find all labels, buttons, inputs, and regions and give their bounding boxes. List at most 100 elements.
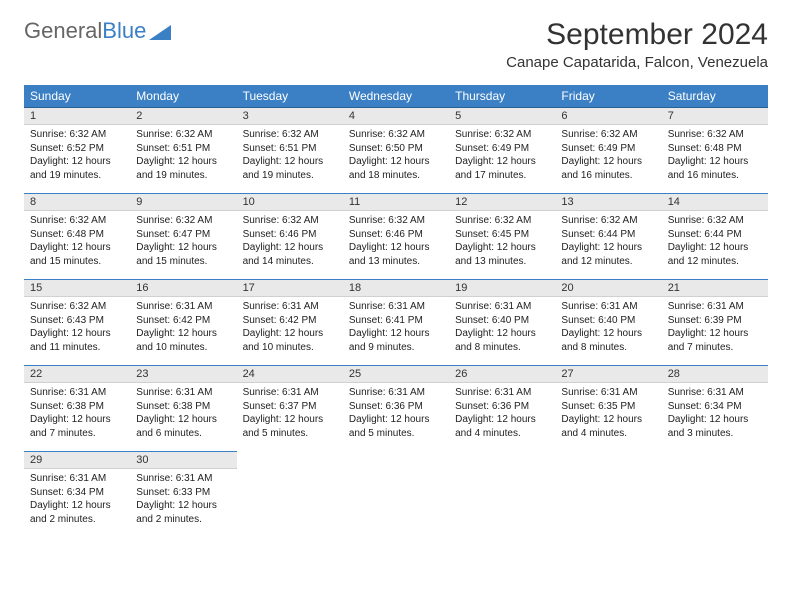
day-detail-line: Daylight: 12 hours: [668, 327, 762, 341]
day-detail-line: Sunrise: 6:32 AM: [136, 128, 230, 142]
day-detail: Sunrise: 6:32 AMSunset: 6:48 PMDaylight:…: [24, 211, 130, 272]
day-detail-line: and 19 minutes.: [30, 169, 124, 183]
day-detail-line: Sunrise: 6:32 AM: [349, 214, 443, 228]
day-detail-line: Sunset: 6:50 PM: [349, 142, 443, 156]
calendar-day-cell: 16Sunrise: 6:31 AMSunset: 6:42 PMDayligh…: [130, 280, 236, 366]
day-number: 27: [555, 366, 661, 383]
calendar-day-cell: 3Sunrise: 6:32 AMSunset: 6:51 PMDaylight…: [237, 108, 343, 194]
day-detail-line: and 4 minutes.: [561, 427, 655, 441]
day-detail-line: and 19 minutes.: [243, 169, 337, 183]
calendar-day-cell: [449, 452, 555, 538]
day-detail-line: and 12 minutes.: [668, 255, 762, 269]
day-detail: Sunrise: 6:31 AMSunset: 6:36 PMDaylight:…: [343, 383, 449, 444]
day-detail-line: Sunset: 6:46 PM: [243, 228, 337, 242]
day-detail-line: Sunset: 6:48 PM: [668, 142, 762, 156]
calendar-day-cell: 9Sunrise: 6:32 AMSunset: 6:47 PMDaylight…: [130, 194, 236, 280]
day-detail: Sunrise: 6:31 AMSunset: 6:33 PMDaylight:…: [130, 469, 236, 530]
day-number: 7: [662, 108, 768, 125]
day-detail-line: Daylight: 12 hours: [668, 241, 762, 255]
day-detail-line: Sunrise: 6:32 AM: [668, 214, 762, 228]
day-detail-line: Daylight: 12 hours: [561, 155, 655, 169]
day-detail-line: Sunset: 6:42 PM: [243, 314, 337, 328]
day-detail: Sunrise: 6:32 AMSunset: 6:44 PMDaylight:…: [662, 211, 768, 272]
day-detail-line: and 11 minutes.: [30, 341, 124, 355]
brand-logo: GeneralBlue: [24, 18, 171, 44]
day-detail-line: and 6 minutes.: [136, 427, 230, 441]
weekday-header: Friday: [555, 85, 661, 108]
day-detail: Sunrise: 6:32 AMSunset: 6:47 PMDaylight:…: [130, 211, 236, 272]
calendar-day-cell: 22Sunrise: 6:31 AMSunset: 6:38 PMDayligh…: [24, 366, 130, 452]
day-number: 17: [237, 280, 343, 297]
calendar-header-row: SundayMondayTuesdayWednesdayThursdayFrid…: [24, 85, 768, 108]
day-detail-line: Sunrise: 6:32 AM: [668, 128, 762, 142]
day-detail: Sunrise: 6:32 AMSunset: 6:48 PMDaylight:…: [662, 125, 768, 186]
day-number: 23: [130, 366, 236, 383]
day-detail: Sunrise: 6:32 AMSunset: 6:51 PMDaylight:…: [237, 125, 343, 186]
day-detail-line: and 13 minutes.: [349, 255, 443, 269]
day-detail-line: Sunset: 6:36 PM: [455, 400, 549, 414]
day-detail-line: and 8 minutes.: [561, 341, 655, 355]
calendar-week-row: 22Sunrise: 6:31 AMSunset: 6:38 PMDayligh…: [24, 366, 768, 452]
day-detail: Sunrise: 6:31 AMSunset: 6:41 PMDaylight:…: [343, 297, 449, 358]
day-detail-line: Daylight: 12 hours: [349, 327, 443, 341]
day-detail-line: Daylight: 12 hours: [561, 327, 655, 341]
day-detail-line: Sunrise: 6:31 AM: [136, 472, 230, 486]
day-detail-line: Sunrise: 6:31 AM: [668, 300, 762, 314]
day-detail-line: Sunset: 6:40 PM: [561, 314, 655, 328]
day-detail-line: Sunset: 6:49 PM: [455, 142, 549, 156]
brand-part1: General: [24, 18, 102, 44]
day-detail-line: Sunset: 6:46 PM: [349, 228, 443, 242]
day-detail-line: Sunrise: 6:31 AM: [30, 472, 124, 486]
day-detail-line: Daylight: 12 hours: [30, 327, 124, 341]
calendar-day-cell: [343, 452, 449, 538]
weekday-header: Wednesday: [343, 85, 449, 108]
day-detail-line: Daylight: 12 hours: [30, 499, 124, 513]
calendar-day-cell: 11Sunrise: 6:32 AMSunset: 6:46 PMDayligh…: [343, 194, 449, 280]
day-detail-line: Sunset: 6:42 PM: [136, 314, 230, 328]
calendar-day-cell: [555, 452, 661, 538]
day-detail-line: Sunset: 6:34 PM: [30, 486, 124, 500]
calendar-day-cell: 4Sunrise: 6:32 AMSunset: 6:50 PMDaylight…: [343, 108, 449, 194]
day-number: 3: [237, 108, 343, 125]
day-detail-line: and 5 minutes.: [243, 427, 337, 441]
day-detail: Sunrise: 6:32 AMSunset: 6:50 PMDaylight:…: [343, 125, 449, 186]
day-detail-line: and 17 minutes.: [455, 169, 549, 183]
day-detail-line: and 7 minutes.: [30, 427, 124, 441]
day-number: 6: [555, 108, 661, 125]
header: GeneralBlue September 2024 Canape Capata…: [24, 18, 768, 71]
day-detail-line: Daylight: 12 hours: [136, 499, 230, 513]
calendar-table: SundayMondayTuesdayWednesdayThursdayFrid…: [24, 85, 768, 538]
day-detail: Sunrise: 6:31 AMSunset: 6:34 PMDaylight:…: [24, 469, 130, 530]
day-detail-line: Sunset: 6:39 PM: [668, 314, 762, 328]
day-detail-line: and 18 minutes.: [349, 169, 443, 183]
calendar-day-cell: 30Sunrise: 6:31 AMSunset: 6:33 PMDayligh…: [130, 452, 236, 538]
day-detail-line: and 8 minutes.: [455, 341, 549, 355]
day-detail-line: and 15 minutes.: [30, 255, 124, 269]
day-detail-line: Sunset: 6:34 PM: [668, 400, 762, 414]
brand-part2: Blue: [102, 18, 146, 44]
day-number: 10: [237, 194, 343, 211]
day-detail-line: Daylight: 12 hours: [136, 413, 230, 427]
day-detail-line: Daylight: 12 hours: [243, 413, 337, 427]
weekday-header: Tuesday: [237, 85, 343, 108]
day-detail-line: Sunset: 6:41 PM: [349, 314, 443, 328]
day-number: 13: [555, 194, 661, 211]
day-detail-line: Sunrise: 6:32 AM: [455, 214, 549, 228]
day-detail-line: Daylight: 12 hours: [455, 413, 549, 427]
day-number: 4: [343, 108, 449, 125]
day-detail-line: Daylight: 12 hours: [30, 241, 124, 255]
weekday-header: Sunday: [24, 85, 130, 108]
day-detail-line: Sunset: 6:44 PM: [561, 228, 655, 242]
calendar-day-cell: 24Sunrise: 6:31 AMSunset: 6:37 PMDayligh…: [237, 366, 343, 452]
day-detail: Sunrise: 6:32 AMSunset: 6:46 PMDaylight:…: [343, 211, 449, 272]
day-detail-line: and 4 minutes.: [455, 427, 549, 441]
day-detail: Sunrise: 6:32 AMSunset: 6:51 PMDaylight:…: [130, 125, 236, 186]
day-number: 22: [24, 366, 130, 383]
calendar-day-cell: 21Sunrise: 6:31 AMSunset: 6:39 PMDayligh…: [662, 280, 768, 366]
calendar-day-cell: 17Sunrise: 6:31 AMSunset: 6:42 PMDayligh…: [237, 280, 343, 366]
calendar-day-cell: 8Sunrise: 6:32 AMSunset: 6:48 PMDaylight…: [24, 194, 130, 280]
day-number: 26: [449, 366, 555, 383]
calendar-day-cell: 2Sunrise: 6:32 AMSunset: 6:51 PMDaylight…: [130, 108, 236, 194]
calendar-day-cell: 5Sunrise: 6:32 AMSunset: 6:49 PMDaylight…: [449, 108, 555, 194]
day-detail: Sunrise: 6:31 AMSunset: 6:40 PMDaylight:…: [555, 297, 661, 358]
